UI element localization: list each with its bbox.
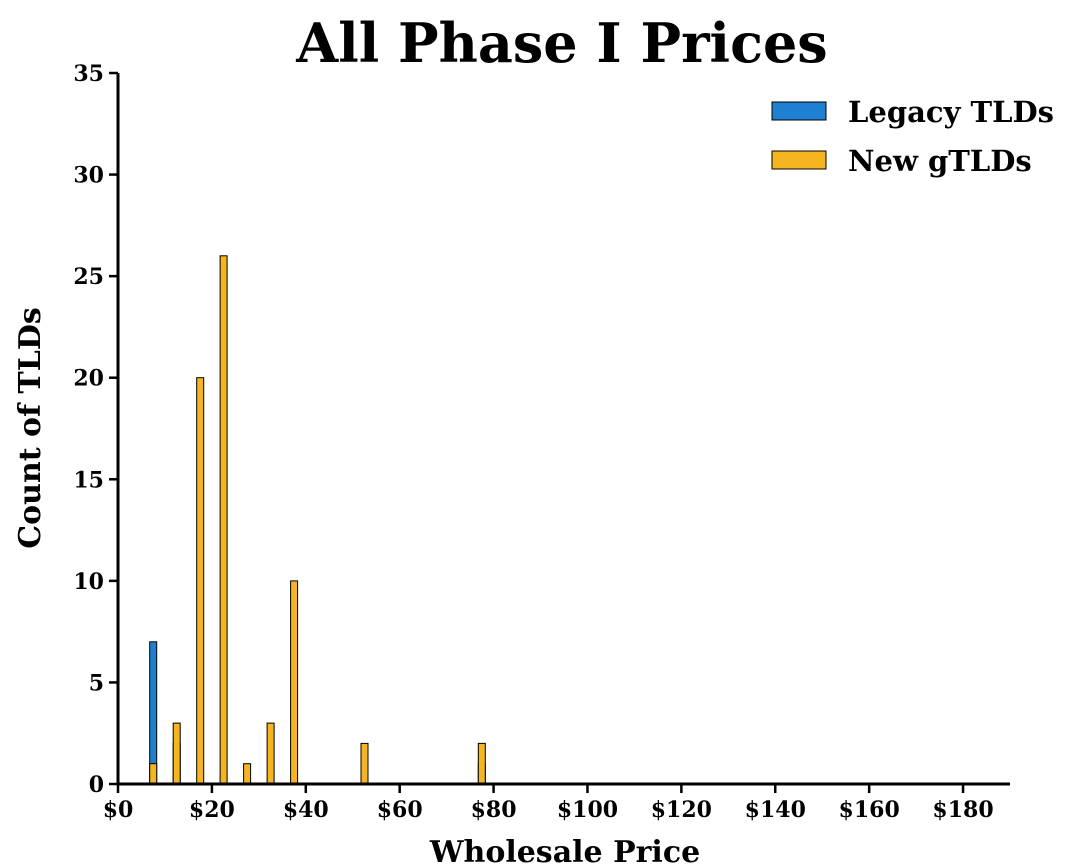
y-tick-label: 30 — [73, 163, 104, 189]
y-axis-label: Count of TLDs — [13, 307, 48, 549]
x-tick-label: $140 — [745, 797, 806, 823]
x-tick-label: $120 — [651, 797, 712, 823]
legend-swatch — [771, 150, 827, 170]
y-tick-label: 20 — [73, 366, 104, 392]
legend-label: Legacy TLDs — [848, 95, 1054, 129]
bar-new-gtld — [219, 255, 228, 785]
y-tick-label: 5 — [89, 670, 104, 696]
x-tick-label: $180 — [932, 797, 993, 823]
x-axis-label: Wholesale Price — [429, 835, 700, 867]
legend-swatch — [771, 101, 827, 121]
bar-new-gtld — [243, 763, 252, 785]
legend: Legacy TLDs New gTLDs — [771, 95, 1054, 178]
y-tick-label: 10 — [73, 569, 104, 595]
x-tick-label: $80 — [471, 797, 517, 823]
chart-title: All Phase I Prices — [295, 11, 827, 75]
bar-new-gtld — [266, 722, 275, 785]
x-tick-label: $20 — [189, 797, 235, 823]
x-tick-label: $160 — [839, 797, 900, 823]
x-tick-label: $40 — [283, 797, 329, 823]
bar-new-gtld — [196, 377, 205, 785]
bar-new-gtld — [360, 742, 369, 785]
legend-label: New gTLDs — [848, 144, 1032, 178]
y-tick-label: 0 — [89, 772, 104, 798]
axes: 0 5 10 15 20 25 30 35 $0 $20 $40 $60 $80 $100 $120 $140… — [73, 61, 1010, 823]
y-tick-label: 15 — [73, 467, 104, 493]
bar-legacy — [149, 641, 158, 785]
bar-new-gtld — [172, 722, 181, 785]
plot-area — [149, 255, 486, 785]
bar-new-gtld — [477, 742, 486, 785]
y-tick-label: 35 — [73, 61, 104, 87]
x-tick-label: $100 — [557, 797, 618, 823]
bar-new-gtld — [290, 580, 299, 785]
y-tick-label: 25 — [73, 264, 104, 290]
bar-new-gtld — [149, 763, 158, 785]
x-tick-label: $0 — [103, 797, 134, 823]
x-tick-label: $60 — [377, 797, 423, 823]
